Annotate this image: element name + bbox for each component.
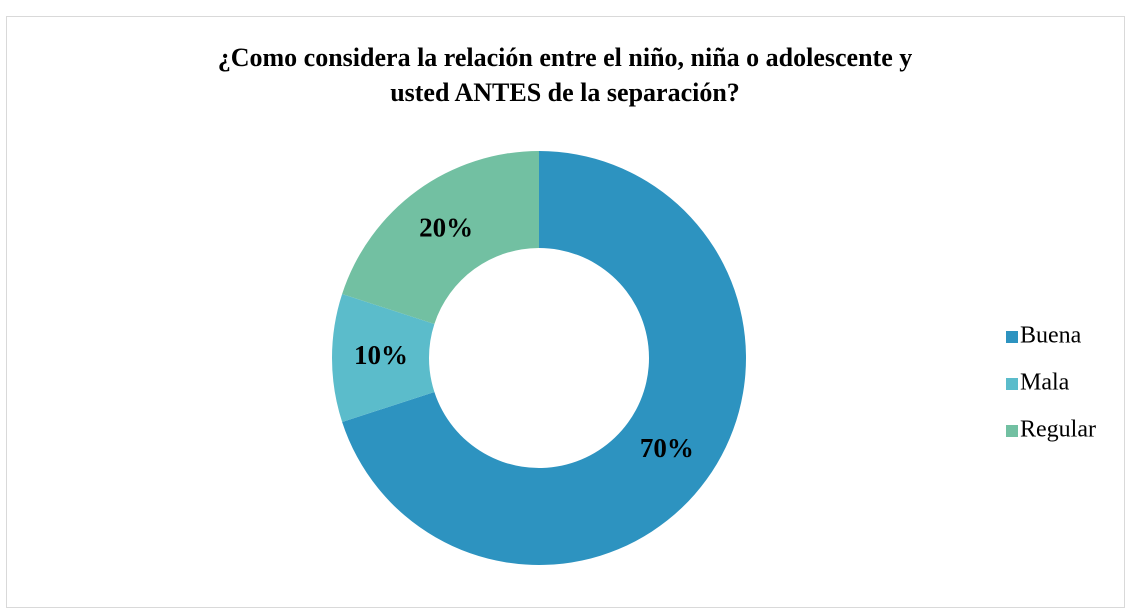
doughnut-segment <box>332 294 435 422</box>
doughnut-segment <box>342 151 539 325</box>
legend-swatch <box>1006 425 1018 437</box>
data-label: 20% <box>419 212 473 242</box>
legend-label: Buena <box>1020 323 1082 349</box>
legend-swatch <box>1006 331 1018 343</box>
legend-label: Mala <box>1020 370 1070 396</box>
chart-title: ¿Como considera la relación entre el niñ… <box>218 43 913 107</box>
data-label: 10% <box>354 340 408 370</box>
doughnut-segment <box>342 151 746 565</box>
data-label: 70% <box>640 433 694 463</box>
legend-swatch <box>1006 378 1018 390</box>
legend-label: Regular <box>1020 417 1096 443</box>
